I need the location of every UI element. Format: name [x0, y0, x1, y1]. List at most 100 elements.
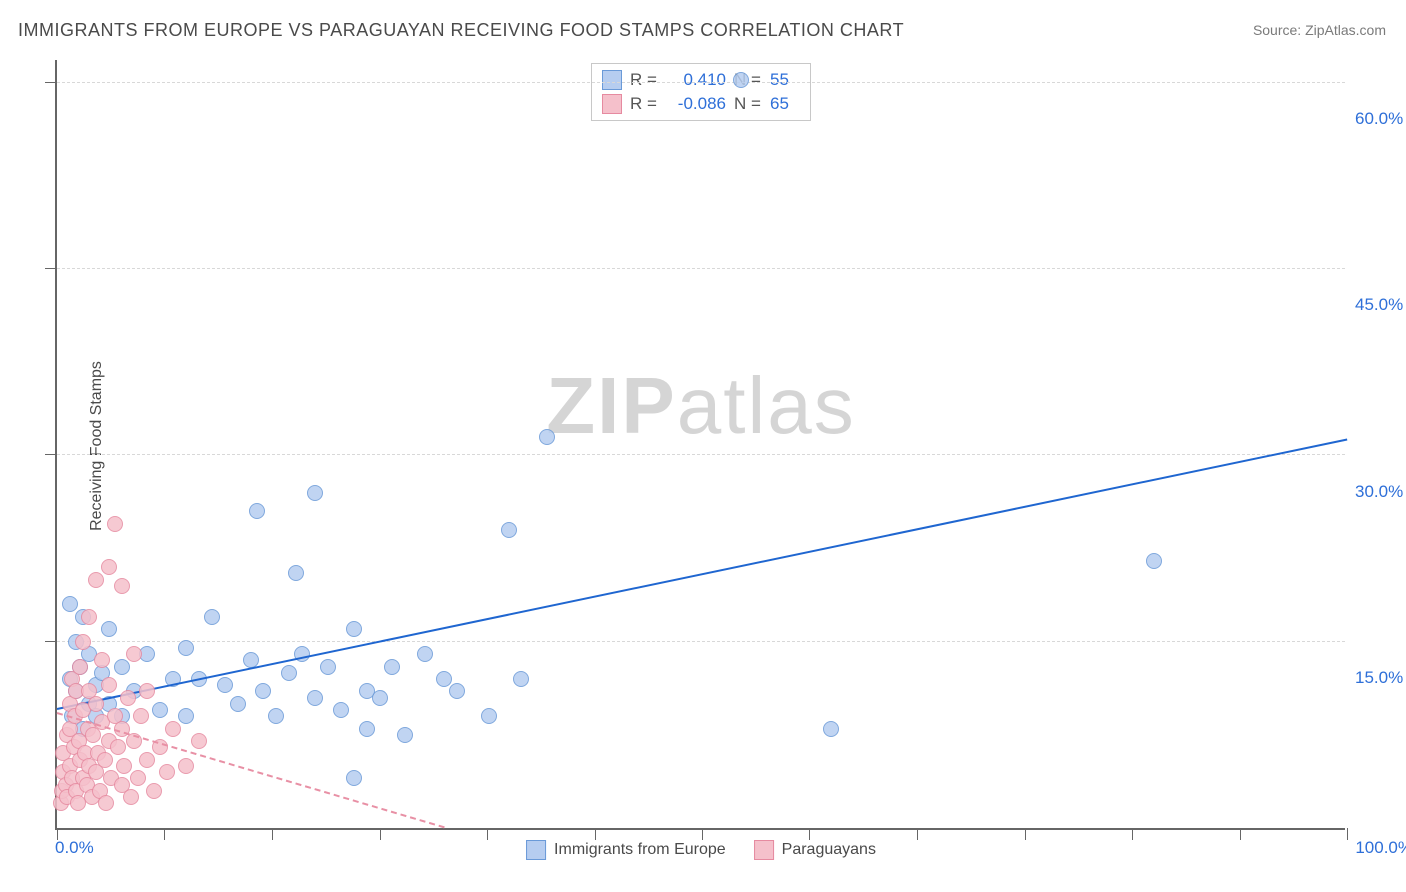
data-point [281, 665, 297, 681]
n-value: 55 [770, 70, 800, 90]
data-point [123, 789, 139, 805]
data-point [97, 752, 113, 768]
y-tick-label: 45.0% [1355, 295, 1406, 315]
data-point [139, 752, 155, 768]
data-point [110, 739, 126, 755]
data-point [139, 683, 155, 699]
data-point [178, 758, 194, 774]
legend-stats-box: R =0.410N =55R =-0.086N =65 [591, 63, 811, 121]
r-value: -0.086 [666, 94, 726, 114]
r-value: 0.410 [666, 70, 726, 90]
trend-line [57, 712, 445, 828]
legend-label: Paraguayans [782, 841, 876, 859]
data-point [165, 721, 181, 737]
data-point [346, 621, 362, 637]
legend-stats-row: R =-0.086N =65 [602, 92, 800, 116]
source-label: Source: [1253, 22, 1301, 38]
data-point [307, 690, 323, 706]
data-point [88, 696, 104, 712]
data-point [101, 677, 117, 693]
data-point [114, 659, 130, 675]
x-tick [1347, 828, 1348, 840]
x-tick [164, 828, 165, 840]
data-point [346, 770, 362, 786]
y-tick [45, 82, 57, 83]
data-point [62, 596, 78, 612]
n-value: 65 [770, 94, 800, 114]
chart-plot-area: ZIPatlas R =0.410N =55R =-0.086N =65 Imm… [55, 60, 1345, 830]
data-point [249, 503, 265, 519]
legend-label: Immigrants from Europe [554, 841, 726, 859]
data-point [255, 683, 271, 699]
data-point [178, 708, 194, 724]
data-point [436, 671, 452, 687]
data-point [75, 634, 91, 650]
data-point [204, 609, 220, 625]
data-point [88, 572, 104, 588]
data-point [107, 516, 123, 532]
data-point [384, 659, 400, 675]
data-point [320, 659, 336, 675]
data-point [268, 708, 284, 724]
legend-swatch [602, 70, 622, 90]
legend-swatch [754, 840, 774, 860]
watermark-light: atlas [677, 361, 856, 450]
x-tick [809, 828, 810, 840]
data-point [733, 72, 749, 88]
data-point [152, 702, 168, 718]
y-tick-label: 60.0% [1355, 109, 1406, 129]
x-tick [1240, 828, 1241, 840]
y-tick-label: 15.0% [1355, 668, 1406, 688]
data-point [94, 652, 110, 668]
data-point [72, 659, 88, 675]
data-point [307, 485, 323, 501]
watermark: ZIPatlas [546, 360, 855, 452]
legend-item: Paraguayans [754, 840, 876, 860]
data-point [397, 727, 413, 743]
data-point [359, 721, 375, 737]
gridline [57, 268, 1345, 269]
data-point [159, 764, 175, 780]
data-point [217, 677, 233, 693]
n-label: N = [734, 94, 762, 114]
source-attribution: Source: ZipAtlas.com [1253, 22, 1386, 38]
data-point [513, 671, 529, 687]
legend-series: Immigrants from Europe Paraguayans [526, 840, 876, 860]
x-tick [272, 828, 273, 840]
data-point [126, 646, 142, 662]
x-tick [702, 828, 703, 840]
legend-swatch [602, 94, 622, 114]
x-tick [380, 828, 381, 840]
legend-swatch [526, 840, 546, 860]
x-tick [595, 828, 596, 840]
data-point [116, 758, 132, 774]
data-point [333, 702, 349, 718]
x-tick [1025, 828, 1026, 840]
legend-stats-row: R =0.410N =55 [602, 68, 800, 92]
data-point [417, 646, 433, 662]
y-tick [45, 268, 57, 269]
data-point [130, 770, 146, 786]
trend-line [57, 439, 1347, 710]
x-tick [1132, 828, 1133, 840]
data-point [191, 733, 207, 749]
data-point [178, 640, 194, 656]
r-label: R = [630, 70, 658, 90]
y-tick [45, 641, 57, 642]
data-point [114, 578, 130, 594]
data-point [101, 621, 117, 637]
data-point [372, 690, 388, 706]
gridline [57, 641, 1345, 642]
data-point [133, 708, 149, 724]
y-tick-label: 30.0% [1355, 482, 1406, 502]
data-point [481, 708, 497, 724]
legend-item: Immigrants from Europe [526, 840, 726, 860]
data-point [230, 696, 246, 712]
data-point [98, 795, 114, 811]
x-tick [487, 828, 488, 840]
x-max-label: 100.0% [1355, 838, 1406, 858]
data-point [823, 721, 839, 737]
watermark-bold: ZIP [546, 361, 676, 450]
data-point [449, 683, 465, 699]
data-point [120, 690, 136, 706]
